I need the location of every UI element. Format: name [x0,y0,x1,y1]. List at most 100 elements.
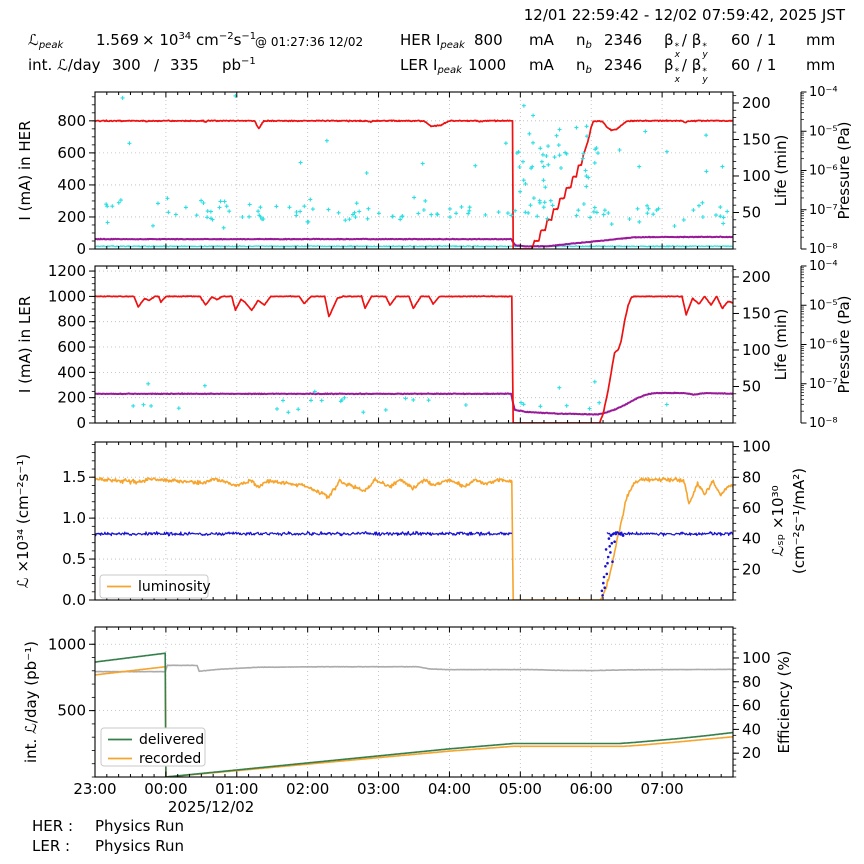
beta-slash: / [681,31,687,49]
right-tick-label: 150 [742,304,771,322]
left-tick-label: 1200 [48,262,86,280]
right-tick-label: 50 [742,377,761,395]
left-axis: 500 1000 [48,630,95,778]
right-tick-label: 200 [742,94,771,112]
left-tick-label: 500 [57,702,86,720]
right-tick-label: 80 [742,468,761,486]
her-life-line [95,235,733,248]
life-axis-label: Life (min) [772,309,790,381]
specific-luminosity-ramp-dots [600,531,625,597]
beta-star: * [674,67,680,77]
ler-ipeak-value: 1000 [468,56,507,74]
right-tick-label: 50 [742,203,761,221]
left-tick-label: 1.0 [62,509,86,527]
y-axis-label-ler: I (mA) in LER [16,296,34,393]
beta-x-supsub: * x [674,67,680,85]
ler-beta-label: β * x / β * y [664,56,710,84]
beta-y-sub: y [702,49,708,60]
x-tick-label: 07:00 [640,780,683,798]
right-tick-label: 80 [742,673,761,691]
right-tick-label: 40 [742,720,761,738]
beta-symbol: β [664,31,674,49]
ler-run-label: LER : [32,837,71,855]
left-tick-label: 200 [57,208,86,226]
nb-subscript: b [585,65,592,76]
pressure-tick-label: 10⁻⁷ [809,377,838,392]
y-axis-label-her: I (mA) in HER [16,120,34,220]
right-axis: 20 40 60 80 100 [733,627,771,778]
her-beta-y-value: / 1 [757,31,777,49]
right-axis-label: Efficiency (%) [775,651,793,754]
ler-life-line [95,391,733,416]
beta-x-sub: x [674,74,680,85]
left-tick-label: 0.5 [62,550,86,568]
right-tick-label: 60 [742,697,761,715]
lpeak-subscript: peak [38,40,64,51]
panel-luminosity: 0.0 0.5 1.0 1.5 ℒ ×10³⁴ (cm⁻²s⁻¹) 20 40 60 80 100… [14,438,808,609]
lpeak-unit-cm: cm [191,31,219,49]
delivered-line [95,652,733,777]
x-tick-label: 02:00 [286,780,329,798]
lpeak-unit-s-exp: −1 [241,31,257,42]
her-beta-label: β * x / β * y [664,31,710,59]
x-tick-label: 05:00 [499,780,542,798]
panel-integrated: 500 1000 int. ℒ/day (pb⁻¹) 20 40 60 80 100 Effic… [22,626,793,816]
right-axis: 50 100 150 200 [733,268,771,424]
luminosity-legend: luminosity [99,574,211,599]
lpeak-value: 1.569 [96,31,139,49]
panel-her: 0 200 400 600 800 I (mA) in HER 50 100 150 200 Lif… [16,85,853,258]
ler-nb-label: nb [576,56,592,76]
x-tick-label: 01:00 [215,780,258,798]
x-ticks [94,627,734,777]
lpeak-exponent: 34 [178,31,192,42]
series-group [95,652,733,777]
lpeak-units: × 1034 cm−2s−1 [142,31,256,49]
right-axis-label: ℒₛₚ ×10³⁰ [769,485,787,556]
lpeak-mantissa: × 10 [142,31,179,49]
right-tick-label: 40 [742,530,761,548]
her-nb-label: nb [576,31,592,51]
beta-slash: / [681,56,687,74]
right-tick-label: 100 [742,341,771,359]
pressure-tick-label: 10⁻⁷ [809,203,838,218]
x-tick-label: 00:00 [144,780,187,798]
pressure-tick-label: 10⁻⁸ [809,242,838,257]
ler-beta-x-value: 60 [731,56,751,74]
series-group [95,93,733,249]
series-group [95,294,733,423]
right-tick-label: 20 [742,744,761,762]
gridlines [95,627,733,777]
y-axis-label-integrated: int. ℒ/day (pb⁻¹) [22,641,40,763]
pressure-axis: 10⁻⁴ 10⁻⁵ 10⁻⁶ 10⁻⁷ 10⁻⁸ [800,259,838,431]
her-ipeak-sub: peak [440,40,465,51]
pressure-tick-label: 10⁻⁵ [809,124,838,139]
int-lum-unit-base: pb [222,56,242,74]
pressure-tick-label: 10⁻⁵ [809,298,838,313]
lpeak-label: ℒpeak [28,31,63,51]
pressure-axis-label: Pressure (Pa) [835,121,853,219]
left-tick-label: 200 [57,389,86,407]
ler-beta-y-value: / 1 [757,56,777,74]
int-lum-slash: / [154,56,160,74]
pressure-tick-label: 10⁻⁴ [809,259,838,274]
her-ipeak-unit: mA [529,31,554,49]
beta-y-sub: y [702,74,708,85]
ler-ipeak-sub: peak [437,65,462,76]
x-tick-label: 03:00 [357,780,400,798]
plot-frame [94,91,734,250]
pressure-tick-label: 10⁻⁶ [809,164,838,179]
right-axis: 20 40 60 80 100 [733,438,771,601]
int-lum-delivered-value: 335 [170,56,199,74]
ler-ipeak-label: LER Ipeak [400,56,462,76]
y-axis-label-luminosity: ℒ ×10³⁴ (cm⁻²s⁻¹) [14,454,32,588]
ler-beta-unit: mm [806,56,836,74]
int-lum-recorded-value: 300 [112,56,141,74]
left-tick-label: 600 [57,144,86,162]
left-tick-label: 1000 [48,287,86,305]
pressure-axis-label: Pressure (Pa) [835,295,853,393]
beta-star: * [702,42,707,52]
beta-y-supsub: * y [702,68,708,85]
gridlines [95,92,733,249]
